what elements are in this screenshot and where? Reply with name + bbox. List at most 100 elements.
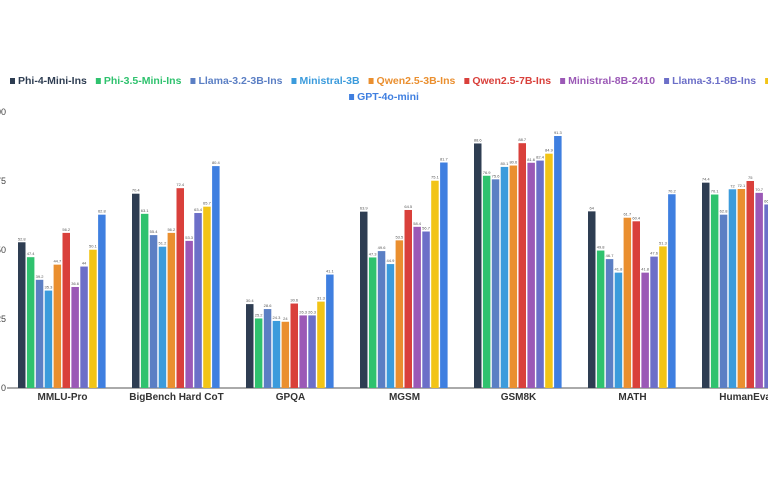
data-label: 75.6: [492, 173, 501, 178]
data-label: 72: [730, 183, 735, 188]
bar: [44, 290, 53, 388]
bar: [53, 264, 62, 388]
data-label: 64: [590, 205, 595, 210]
data-label: 60.4: [632, 215, 641, 220]
bar: [491, 179, 500, 388]
data-label: 63.9: [360, 206, 369, 211]
data-label: 66.5: [764, 198, 768, 203]
data-label: 75: [748, 175, 753, 180]
data-label: 64.5: [404, 204, 413, 209]
data-label: 24: [283, 316, 288, 321]
bar: [500, 166, 509, 388]
bar: [395, 240, 404, 388]
bar: [518, 143, 526, 388]
legend-swatch: [664, 78, 670, 84]
bar: [413, 226, 421, 388]
category-label: BigBench Hard CoT: [129, 392, 223, 403]
bar: [536, 160, 544, 388]
legend-swatch: [765, 78, 768, 84]
bar: [431, 180, 439, 388]
bar: [554, 136, 562, 388]
data-label: 70.2: [668, 188, 677, 193]
data-label: 63.1: [141, 208, 150, 213]
legend-item: Phi-4-Mini-Ins: [10, 75, 87, 87]
data-label: 63.4: [194, 207, 203, 212]
legend-label: Phi-4-Mini-Ins: [18, 75, 87, 87]
data-label: 49.8: [597, 245, 606, 250]
bar: [659, 246, 667, 388]
bar: [158, 246, 167, 388]
bar: [596, 250, 605, 388]
bar: [71, 286, 79, 388]
legend-label: Llama-3.1-8B-Ins: [672, 75, 756, 87]
bar: [98, 214, 106, 388]
bar: [605, 259, 614, 388]
data-label: 26.3: [299, 309, 308, 314]
bar: [167, 232, 176, 388]
data-label: 84.9: [545, 148, 554, 153]
data-label: 70.7: [755, 187, 764, 192]
data-label: 88.6: [474, 137, 483, 142]
bar: [509, 165, 518, 388]
legend-label: Phi-3.5-Mini-Ins: [104, 75, 182, 87]
legend-item: Phi-3.5-Mini-Ins: [95, 75, 182, 87]
data-label: 31.3: [317, 296, 326, 301]
data-label: 51.3: [659, 240, 668, 245]
bar: [632, 221, 640, 388]
bar: [308, 315, 316, 388]
legend-swatch: [291, 78, 297, 84]
data-label: 70.1: [711, 189, 720, 194]
legend-label: Ministral-3B: [299, 75, 360, 87]
bars: [18, 136, 768, 388]
data-label: 30.6: [290, 298, 299, 303]
bar: [641, 272, 649, 388]
legend-swatch: [190, 78, 196, 84]
bar: [755, 192, 763, 388]
legend-item: Qwen2.5-7B-Ins: [464, 75, 551, 87]
bar: [272, 320, 281, 388]
bar: [194, 213, 202, 388]
data-label: 56.2: [167, 227, 176, 232]
bar: [317, 301, 325, 388]
data-label: 30.4: [246, 298, 255, 303]
bar: [281, 321, 290, 388]
data-label: 56.7: [422, 226, 431, 231]
legend-label: Ministral-8B-2410: [568, 75, 655, 87]
data-label: 25.2: [255, 312, 264, 317]
data-label: 24.3: [273, 315, 282, 320]
data-label: 41.1: [326, 269, 335, 274]
legend-swatch: [10, 78, 15, 84]
bar: [545, 153, 553, 388]
data-label: 81.7: [440, 157, 449, 162]
legend-item: Llama-3.1-8B-Ins: [664, 75, 756, 87]
bar: [527, 162, 535, 388]
bar: [728, 189, 737, 388]
data-labels: 52.8 47.4 39.2 35.3 44.7 56.2 36.6 44 50.1 62.8 70…: [18, 130, 768, 321]
data-label: 47.3: [369, 251, 378, 256]
category-label: GPQA: [276, 392, 305, 403]
data-label: 58.4: [413, 221, 422, 226]
legend-item: Ministral-3B: [291, 75, 360, 87]
bar: [377, 251, 386, 388]
bar: [254, 318, 263, 388]
data-label: 44: [82, 261, 87, 266]
bar: [719, 214, 728, 388]
legend-label: Qwen2.5-7B-Ins: [472, 75, 551, 87]
data-label: 74.4: [702, 177, 711, 182]
data-label: 72.4: [176, 182, 185, 187]
data-label: 36.6: [71, 281, 80, 286]
data-label: 76.9: [483, 170, 492, 175]
data-label: 62.8: [720, 209, 729, 214]
bar: [623, 217, 632, 388]
data-label: 81.6: [527, 157, 536, 162]
y-tick-label: 25: [0, 314, 6, 324]
data-label: 80.4: [212, 160, 221, 165]
bar: [482, 175, 491, 388]
legend-label: GPT-4o-mini: [357, 91, 419, 103]
data-label: 41.8: [641, 267, 650, 272]
bar: [89, 249, 97, 388]
bar: [35, 279, 44, 388]
bar: [710, 194, 719, 388]
category-label: MMLU-Pro: [38, 392, 88, 403]
bar: [404, 209, 412, 388]
